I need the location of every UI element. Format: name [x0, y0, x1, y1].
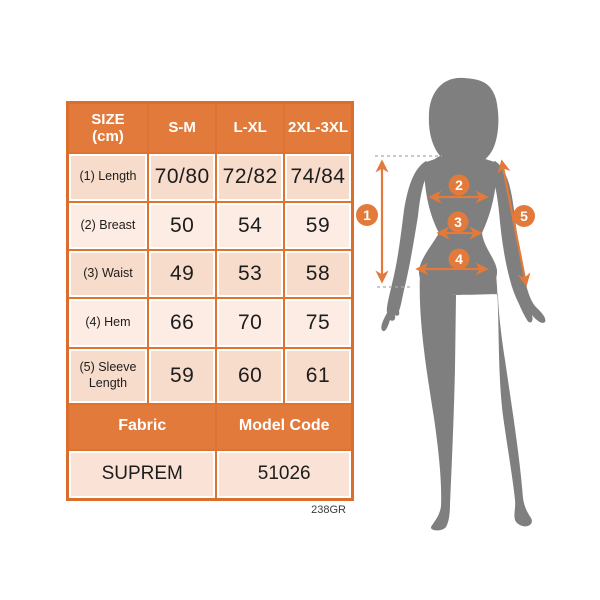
waist-l-xl: 53	[215, 248, 285, 299]
row-label-length: (1) Length	[66, 151, 149, 203]
length-2xl-3xl: 74/84	[282, 151, 354, 203]
waist-2xl-3xl: 58	[282, 248, 354, 299]
marker-2-label: 2	[455, 177, 463, 193]
length-l-xl: 72/82	[215, 151, 285, 203]
sleeve-l-xl: 60	[215, 346, 285, 405]
marker-3: 3	[447, 211, 469, 233]
length-s-m: 70/80	[146, 151, 218, 203]
marker-badges: 1 2 3 4 5	[356, 174, 535, 270]
row-label-breast: (2) Breast	[66, 200, 149, 251]
header-fabric: Fabric	[66, 402, 218, 451]
measurement-arrows	[375, 159, 531, 287]
measurement-figure-svg: 1 2 3 4 5	[356, 77, 546, 531]
fabric-values-row: SUPREM 51026	[66, 448, 354, 501]
breast-s-m: 50	[146, 200, 218, 251]
weight-note: 238GR	[311, 504, 346, 516]
model-code-value: 51026	[215, 448, 354, 501]
row-label-sleeve-length: (5) Sleeve Length	[66, 346, 149, 405]
marker-4: 4	[448, 248, 470, 270]
guide-dashes	[375, 155, 442, 288]
marker-1: 1	[356, 204, 378, 226]
table-row-breast: (2) Breast 50 54 59	[66, 200, 354, 251]
breast-l-xl: 54	[215, 200, 285, 251]
row-label-hem: (4) Hem	[66, 296, 149, 349]
female-silhouette	[381, 77, 546, 531]
sleeve-2xl-3xl: 61	[282, 346, 354, 405]
silhouette-left-arm	[381, 161, 432, 332]
marker-2: 2	[448, 174, 470, 196]
header-2xl-3xl: 2XL-3XL	[282, 101, 354, 154]
silhouette-left-leg	[419, 273, 456, 531]
silhouette-head	[428, 77, 499, 167]
row-label-waist: (3) Waist	[66, 248, 149, 299]
table-row-length: (1) Length 70/80 72/82 74/84	[66, 151, 354, 203]
table-row-waist: (3) Waist 49 53 58	[66, 248, 354, 299]
fabric-value: SUPREM	[66, 448, 218, 501]
size-chart-table: SIZE (cm) S-M L-XL 2XL-3XL (1) Length 70…	[66, 101, 354, 501]
table-row-sleeve-length: (5) Sleeve Length 59 60 61	[66, 346, 354, 405]
header-size-cm: SIZE (cm)	[66, 101, 149, 154]
breast-2xl-3xl: 59	[282, 200, 354, 251]
hem-s-m: 66	[146, 296, 218, 349]
header-s-m: S-M	[146, 101, 218, 154]
table-row-hem: (4) Hem 66 70 75	[66, 296, 354, 349]
sleeve-s-m: 59	[146, 346, 218, 405]
size-header-row: SIZE (cm) S-M L-XL 2XL-3XL	[66, 101, 354, 154]
silhouette-right-arm	[487, 161, 546, 323]
marker-4-label: 4	[455, 251, 463, 267]
silhouette-right-leg	[462, 273, 532, 527]
sleeve-arrow	[497, 159, 531, 287]
measurement-figure: 1 2 3 4 5	[350, 68, 550, 540]
header-model-code: Model Code	[215, 402, 354, 451]
size-chart: SIZE (cm) S-M L-XL 2XL-3XL (1) Length 70…	[66, 101, 354, 516]
header-l-xl: L-XL	[215, 101, 285, 154]
fabric-header-row: Fabric Model Code	[66, 402, 354, 451]
marker-3-label: 3	[454, 214, 462, 230]
hem-l-xl: 70	[215, 296, 285, 349]
hem-2xl-3xl: 75	[282, 296, 354, 349]
marker-5-label: 5	[520, 208, 528, 224]
waist-s-m: 49	[146, 248, 218, 299]
marker-5: 5	[513, 205, 535, 227]
marker-1-label: 1	[363, 207, 371, 223]
